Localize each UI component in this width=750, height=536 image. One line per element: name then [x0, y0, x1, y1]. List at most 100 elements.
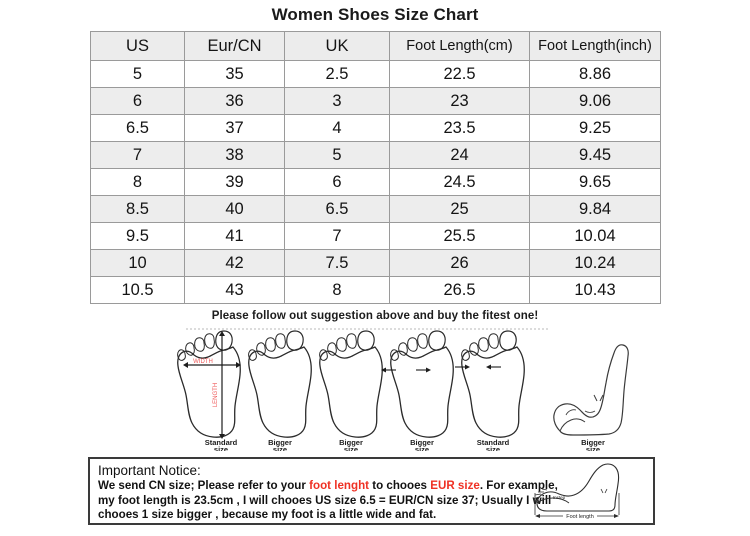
cell-inch: 10.24	[529, 249, 661, 277]
table-header-row: US Eur/CN UK Foot Length(cm) Foot Length…	[90, 31, 661, 61]
caption-3-line2: size	[344, 445, 358, 451]
cell-inch: 10.43	[529, 276, 661, 304]
table-row: 8 39 6 24.5 9.65	[90, 168, 661, 196]
notice-content: Important Notice: We send CN size; Pleas…	[90, 459, 653, 523]
column-header-foot-length-inch: Foot Length(inch)	[529, 31, 661, 61]
table-row: 9.5 41 7 25.5 10.04	[90, 222, 661, 250]
cell-uk: 7.5	[284, 249, 390, 277]
cell-uk: 6.5	[284, 195, 390, 223]
table-row: 7 38 5 24 9.45	[90, 141, 661, 169]
cell-cm: 23.5	[389, 114, 530, 142]
caption-2-line1: Bigger	[268, 438, 292, 447]
squeeze-arrows	[455, 364, 501, 370]
table-row: 6.5 37 4 23.5 9.25	[90, 114, 661, 142]
cell-uk: 4	[284, 114, 390, 142]
table-row: 10.5 43 8 26.5 10.43	[90, 276, 661, 304]
caption-3-line1: Bigger	[339, 438, 363, 447]
cell-inch: 10.04	[529, 222, 661, 250]
side-view-foot	[553, 344, 629, 436]
notice-title: Important Notice:	[98, 463, 201, 478]
cell-eur: 39	[184, 168, 285, 196]
cell-us: 6	[90, 87, 185, 115]
cell-inch: 9.45	[529, 141, 661, 169]
cell-eur: 38	[184, 141, 285, 169]
cell-us: 9.5	[90, 222, 185, 250]
instep-label: Instep	[553, 495, 566, 500]
caption-5-line1: Standard	[477, 438, 510, 447]
column-header-us: US	[90, 31, 185, 61]
table-row: 10 42 7.5 26 10.24	[90, 249, 661, 277]
cell-cm: 23	[389, 87, 530, 115]
table-row: 6 36 3 23 9.06	[90, 87, 661, 115]
cell-uk: 5	[284, 141, 390, 169]
footprint-5-standard	[455, 330, 525, 438]
caption-6-line1: Bigger	[581, 438, 605, 447]
caption-4-line2: size	[415, 445, 429, 451]
cell-cm: 25.5	[389, 222, 530, 250]
footprint-diagram: WIDTH LENGTH	[0, 323, 750, 451]
cell-us: 6.5	[90, 114, 185, 142]
column-header-uk: UK	[284, 31, 390, 61]
caption-2-line2: size	[273, 445, 287, 451]
notice-red-foot-length: foot lenght	[309, 479, 370, 492]
notice-line-2: my foot length is 23.5cm , I will chooes…	[98, 493, 552, 507]
cell-inch: 9.65	[529, 168, 661, 196]
cell-us: 8	[90, 168, 185, 196]
notice-line1-part-b: to chooes	[369, 479, 431, 492]
cell-inch: 8.86	[529, 60, 661, 88]
cell-us: 7	[90, 141, 185, 169]
cell-cm: 25	[389, 195, 530, 223]
notice-line1-part-c: . For example,	[479, 479, 558, 492]
cell-cm: 24	[389, 141, 530, 169]
cell-cm: 26	[389, 249, 530, 277]
foot-measure-svg: Foot length Instep	[532, 463, 620, 520]
cell-uk: 2.5	[284, 60, 390, 88]
size-table-container: US Eur/CN UK Foot Length(cm) Foot Length…	[90, 31, 661, 304]
notice-line-3: chooes 1 size bigger , because my foot i…	[98, 508, 437, 522]
cell-uk: 6	[284, 168, 390, 196]
notice-red-eur-size: EUR size	[430, 479, 480, 492]
column-header-foot-length-cm: Foot Length(cm)	[389, 31, 530, 61]
cell-uk: 7	[284, 222, 390, 250]
column-header-eur-cn: Eur/CN	[184, 31, 285, 61]
cell-eur: 37	[184, 114, 285, 142]
footprint-1-standard: WIDTH LENGTH	[177, 330, 241, 439]
caption-1-line1: Standard	[205, 438, 238, 447]
length-label: LENGTH	[213, 383, 219, 407]
foot-measure-figure: Foot length Instep	[523, 459, 651, 523]
notice-line-1: We send CN size; Please refer to your fo…	[98, 479, 653, 494]
cell-eur: 35	[184, 60, 285, 88]
foot-length-dimension-label: Foot length	[566, 514, 594, 520]
cell-eur: 40	[184, 195, 285, 223]
cell-uk: 8	[284, 276, 390, 304]
cell-inch: 9.84	[529, 195, 661, 223]
cell-eur: 36	[184, 87, 285, 115]
footprint-3-bigger	[319, 330, 383, 438]
cell-us: 5	[90, 60, 185, 88]
caption-5-line2: size	[486, 445, 500, 451]
size-chart-table: US Eur/CN UK Foot Length(cm) Foot Length…	[90, 31, 661, 304]
suggestion-text: Please follow out suggestion above and b…	[211, 310, 539, 322]
cell-eur: 42	[184, 249, 285, 277]
important-notice-box: Important Notice: We send CN size; Pleas…	[88, 457, 655, 525]
caption-6-line2: size	[586, 445, 600, 451]
cell-eur: 41	[184, 222, 285, 250]
width-label: WIDTH	[193, 359, 213, 365]
notice-line1-part-a: We send CN size; Please refer to your	[98, 479, 310, 492]
cell-uk: 3	[284, 87, 390, 115]
cell-cm: 22.5	[389, 60, 530, 88]
cell-us: 10	[90, 249, 185, 277]
cell-us: 8.5	[90, 195, 185, 223]
cell-eur: 43	[184, 276, 285, 304]
page-title: Women Shoes Size Chart	[271, 5, 479, 24]
footprint-captions: Standard size Bigger size Bigger size Bi…	[205, 438, 605, 451]
cell-us: 10.5	[90, 276, 185, 304]
table-row: 5 35 2.5 22.5 8.86	[90, 60, 661, 88]
cell-cm: 26.5	[389, 276, 530, 304]
squeeze-arrows	[381, 367, 431, 373]
caption-4-line1: Bigger	[410, 438, 434, 447]
cell-inch: 9.06	[529, 87, 661, 115]
footprint-4-bigger	[381, 330, 454, 438]
cell-cm: 24.5	[389, 168, 530, 196]
caption-1-line2: size	[214, 445, 228, 451]
